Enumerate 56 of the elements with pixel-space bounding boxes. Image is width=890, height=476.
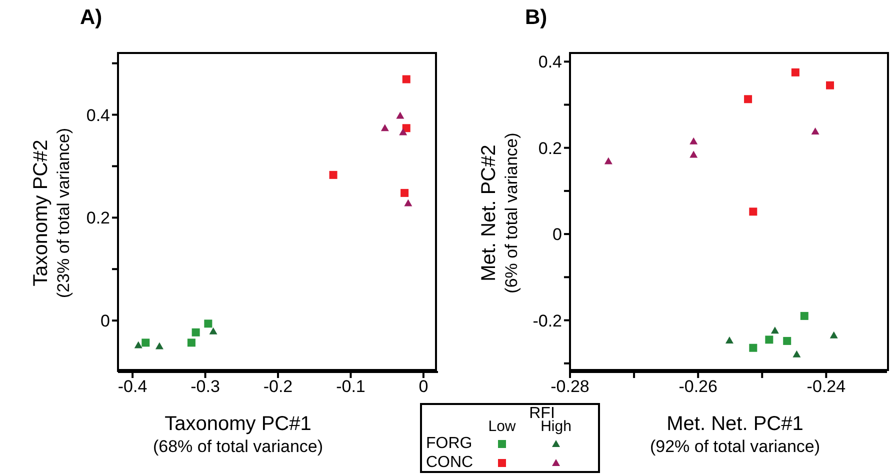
point	[830, 331, 838, 338]
chart-title: B)	[525, 6, 548, 30]
y-tick-label: 0	[552, 225, 562, 244]
x-tick-label: -0.1	[336, 377, 366, 396]
point	[134, 341, 142, 348]
y-tick-label: 0.2	[86, 208, 110, 228]
point	[402, 124, 410, 132]
text: High	[540, 418, 572, 435]
point	[770, 326, 779, 334]
y-axis-title: Met. Net. PC#2 (6% of total variance)	[477, 132, 522, 296]
point	[187, 338, 196, 347]
point	[396, 112, 404, 119]
y-tick-label: 0.4	[538, 52, 562, 72]
x-tick-label: -0.26	[678, 377, 718, 396]
y-tick-label: 0	[100, 312, 110, 331]
point	[725, 336, 734, 344]
x-tick-label: -0.2	[263, 377, 293, 396]
x-tick-label: -0.24	[806, 377, 846, 396]
point	[749, 344, 758, 352]
x-tick-label: 0	[418, 377, 428, 396]
y-tick-label: 0.2	[538, 138, 562, 158]
point	[155, 342, 164, 350]
point	[800, 312, 808, 320]
y-axis-title: Taxonomy PC#2 (23% of total variance)	[29, 126, 74, 300]
point	[765, 336, 774, 344]
x-axis-title: Met. Net. PC#1 (92% of total variance)	[648, 412, 822, 458]
point	[783, 336, 792, 345]
point	[404, 199, 412, 206]
y-tick-label: -0.2	[532, 311, 562, 330]
point	[380, 124, 389, 132]
x-tick-label: -0.28	[550, 377, 590, 396]
point	[792, 350, 801, 358]
point	[811, 127, 820, 134]
point	[209, 327, 218, 334]
point	[402, 75, 410, 84]
point	[192, 328, 200, 336]
x-tick-label: -0.4	[118, 377, 148, 396]
point	[400, 188, 409, 197]
legend-label: CONC	[426, 454, 474, 471]
x-tick-label: -0.3	[190, 377, 220, 396]
point	[142, 338, 150, 347]
legend-label: FORG	[426, 435, 472, 452]
point	[690, 137, 698, 144]
point	[204, 320, 212, 328]
text: Low	[487, 418, 517, 435]
chart-title: A)	[80, 6, 102, 30]
x-axis-title: Taxonomy PC#1 (68% of total variance)	[152, 412, 324, 458]
point	[744, 95, 752, 104]
point	[826, 81, 834, 90]
point	[329, 170, 338, 179]
y-tick-label: 0.4	[86, 106, 110, 125]
point	[791, 68, 800, 76]
point	[749, 208, 758, 216]
point	[604, 157, 612, 164]
point	[690, 150, 698, 158]
point	[399, 128, 408, 136]
